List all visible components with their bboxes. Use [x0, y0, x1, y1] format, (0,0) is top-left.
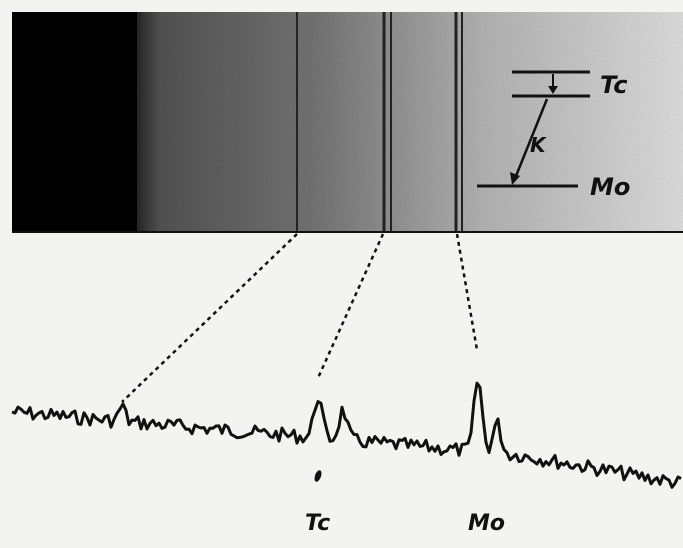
- dark-region: [12, 12, 137, 232]
- photo-plate: Tc K Mo: [12, 12, 683, 232]
- figure: Tc K Mo Tc Mo: [0, 0, 683, 548]
- level-label: Mo: [590, 173, 630, 201]
- peak-label: Tc: [305, 511, 330, 536]
- projection-lines: [122, 234, 477, 402]
- dashed-line: [457, 234, 477, 350]
- dashed-line: [122, 234, 297, 402]
- densitometer-trace: [12, 383, 681, 487]
- peak-label: Mo: [468, 511, 505, 536]
- transition-label: K: [530, 133, 547, 157]
- dashed-line: [318, 234, 383, 378]
- level-label: Tc: [600, 71, 628, 99]
- marker: [313, 469, 323, 482]
- page: Tc K Mo Tc Mo (() => { const data = JSON…: [0, 0, 683, 548]
